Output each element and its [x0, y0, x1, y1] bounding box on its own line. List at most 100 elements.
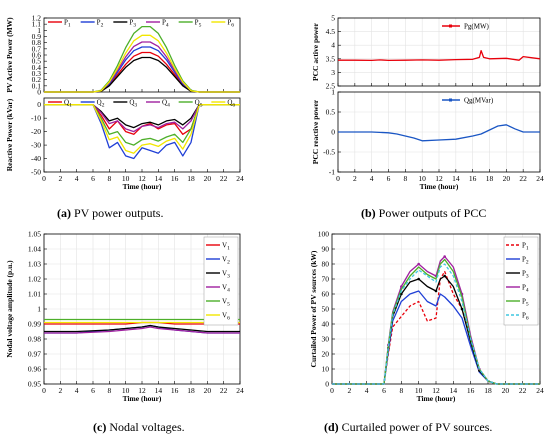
x-axis-label: Time (hour) — [123, 394, 162, 403]
caption-b-letter: (b) — [361, 206, 376, 220]
series-line-Q5 — [44, 104, 240, 146]
x-tick-label: 12 — [138, 174, 146, 183]
x-tick-label: 22 — [519, 386, 527, 395]
y-tick-label: 1.03 — [28, 260, 41, 269]
legend-label: V5 — [222, 298, 230, 308]
x-tick-label: 2 — [347, 386, 351, 395]
y-tick-label: 1 — [37, 26, 41, 35]
y-axis-label: PCC reactive power — [311, 99, 320, 164]
y-tick-label: 1.02 — [28, 275, 41, 284]
data-point — [417, 262, 420, 266]
x-tick-label: 22 — [220, 386, 228, 395]
legend-label: Qg(MVar) — [464, 97, 494, 105]
y-tick-label: 2.5 — [326, 82, 336, 91]
x-tick-label: 20 — [204, 174, 212, 183]
series-line-P5 — [44, 25, 240, 93]
y-tick-label: 50 — [322, 305, 330, 314]
series-line-P6 — [332, 263, 540, 385]
x-tick-label: 4 — [365, 386, 369, 395]
x-tick-label: 22 — [220, 174, 228, 183]
x-tick-label: 4 — [75, 174, 79, 183]
legend-label: Q2 — [97, 99, 105, 109]
plot-frame — [43, 17, 241, 93]
x-tick-label: 20 — [502, 386, 510, 395]
x-tick-label: 0 — [336, 174, 340, 183]
y-tick-label: 0.5 — [326, 108, 336, 117]
y-tick-label: 1.05 — [28, 230, 41, 239]
legend-label: P2 — [522, 256, 529, 266]
x-tick-label: 12 — [432, 386, 440, 395]
series-line-Q6 — [44, 104, 240, 154]
chart-b_top: 2.5 3 3.5 4 4.5 5 PCC active power Pg(MW) — [311, 14, 541, 91]
y-tick-label: 0.4 — [32, 63, 42, 72]
data-point — [434, 289, 438, 293]
y-tick-label: 0 — [37, 100, 41, 109]
series-line-Pg(MW) — [338, 49, 541, 62]
caption-b: (b) Power outputs of PCC — [361, 206, 486, 221]
x-axis-label: Time (hour) — [420, 182, 459, 191]
data-point — [400, 292, 403, 296]
legend-label: P2 — [97, 19, 104, 29]
x-tick-label: 6 — [91, 386, 95, 395]
y-tick-label: 3 — [331, 68, 335, 77]
y-tick-label: -50 — [31, 168, 41, 177]
data-point — [400, 285, 403, 288]
x-tick-label: 10 — [415, 386, 423, 395]
series-line-Q4 — [44, 104, 240, 133]
legend-marker — [449, 98, 452, 102]
x-tick-label: 20 — [204, 386, 212, 395]
x-tick-label: 24 — [236, 174, 244, 183]
plot-frame — [43, 97, 241, 173]
series-line-Q3 — [44, 104, 240, 129]
legend-label: Pg(MW) — [464, 23, 490, 31]
y-tick-label: 0.5 — [32, 57, 42, 66]
y-tick-label: 60 — [322, 290, 330, 299]
data-point — [417, 277, 420, 281]
legend-label: Q1 — [64, 99, 72, 109]
x-tick-label: 14 — [155, 174, 163, 183]
y-tick-label: 1.04 — [28, 245, 41, 254]
caption-c: (c) Nodal voltages. — [93, 420, 185, 435]
legend-label: V4 — [222, 284, 230, 294]
x-tick-label: 18 — [187, 386, 195, 395]
legend-label: P4 — [522, 284, 529, 294]
x-tick-label: 6 — [387, 174, 391, 183]
chart-c: 0.95 0.96 0.97 0.98 0.99 1 1.01 1.02 1.03 1.04 1.0… — [5, 230, 244, 404]
legend-label: Q5 — [195, 99, 203, 109]
data-point — [443, 274, 446, 278]
x-tick-label: 18 — [187, 174, 195, 183]
y-tick-label: 0.8 — [32, 38, 42, 47]
x-tick-label: 12 — [435, 174, 443, 183]
series-line-P2 — [44, 46, 240, 93]
legend-box — [503, 236, 539, 326]
legend-label: P5 — [195, 19, 202, 29]
y-tick-label: 4.5 — [326, 27, 336, 36]
legend-label: P6 — [227, 19, 234, 29]
y-tick-label: 0 — [325, 380, 329, 389]
legend-box — [203, 236, 239, 326]
caption-c-text: Nodal voltages. — [106, 420, 185, 434]
y-tick-label: -10 — [31, 114, 41, 123]
x-tick-label: 8 — [403, 174, 407, 183]
x-tick-label: 8 — [107, 174, 111, 183]
x-tick-label: 24 — [236, 386, 244, 395]
x-tick-label: 6 — [91, 174, 95, 183]
legend-label: P3 — [129, 19, 136, 29]
y-tick-label: 0.7 — [32, 44, 42, 53]
y-tick-label: 70 — [322, 275, 330, 284]
y-tick-label: -0.5 — [323, 148, 335, 157]
x-tick-label: 10 — [122, 174, 130, 183]
y-tick-label: 0.3 — [32, 69, 42, 78]
y-axis-label: Curtailed Power of PV sources (kW) — [309, 250, 318, 367]
x-tick-label: 0 — [42, 174, 46, 183]
y-axis-label: Nodal voltage amplitude (p.u.) — [5, 260, 14, 358]
x-tick-label: 0 — [42, 386, 46, 395]
series-line-P3 — [44, 56, 240, 93]
x-tick-label: 2 — [353, 174, 357, 183]
series-line-Q1 — [44, 104, 240, 135]
y-tick-label: 90 — [322, 245, 330, 254]
data-point — [443, 255, 446, 258]
y-tick-label: 1.2 — [32, 14, 42, 23]
caption-d-letter: (d) — [324, 420, 339, 434]
